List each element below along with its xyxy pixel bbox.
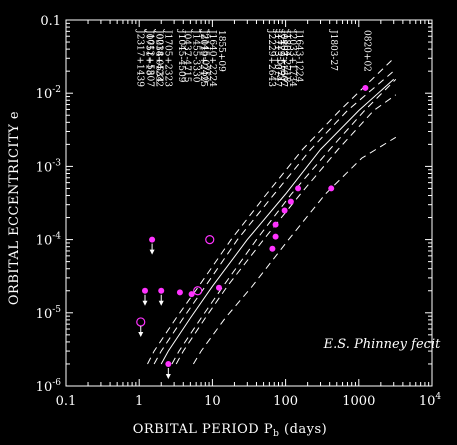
y-tick-label-exponent: -4 (52, 232, 61, 242)
data-point (141, 287, 148, 294)
data-point-open (136, 317, 146, 327)
data-point (176, 289, 183, 296)
y-tick-label: 0.1 (40, 14, 61, 29)
pulsar-name-label: J2019+2425 (198, 29, 208, 87)
x-tick-label: 1 (135, 394, 143, 409)
dashed-envelope-curve (192, 136, 397, 365)
dashed-envelope-curve (171, 78, 397, 365)
pulsar-name-label: J0437-4715 (181, 29, 191, 83)
plot-frame (65, 19, 433, 387)
data-point (287, 198, 294, 205)
y-tick-label: 10-4 (36, 232, 62, 249)
model-curves (147, 60, 397, 365)
y-tick-label-base: 10 (36, 234, 53, 249)
upper-limit-arrowhead (149, 249, 155, 255)
pulsar-name-label: J0034-0534 (154, 29, 164, 83)
pulsar-name-label: J1804-2718 (281, 29, 291, 83)
y-tick-label-exponent: -6 (52, 378, 61, 388)
data-point-open (193, 286, 203, 296)
pulsar-name-label: 0820+02 (362, 30, 372, 72)
data-point (215, 284, 222, 291)
data-point (165, 360, 172, 367)
x-tick-label-exponent: 4 (435, 392, 441, 402)
upper-limit-arrowhead (138, 331, 144, 337)
pulsar-name-label: J2229+2643 (266, 29, 276, 87)
x-tick-label-base: 10 (419, 394, 436, 409)
data-point (295, 185, 302, 192)
x-tick-label: 1000 (342, 394, 375, 409)
upper-limit-arrowhead (165, 373, 171, 379)
pulsar-name-label: J1713+0747 (272, 29, 282, 87)
pulsar-name-label: J0218+4232 (154, 29, 164, 87)
data-point (328, 185, 335, 192)
y-tick-label: 10-5 (36, 305, 62, 322)
y-tick-label-base: 10 (36, 307, 53, 322)
x-axis-title-suffix: (days) (279, 422, 327, 437)
y-tick-label-base: 10 (36, 380, 53, 395)
upper-limit-arrowhead (142, 300, 148, 306)
data-point (272, 233, 279, 240)
y-tick-label-base: 10 (36, 160, 53, 175)
pulsar-name-label: J1012+5307 (145, 29, 155, 87)
dashed-envelope-curve (175, 94, 397, 365)
axis-ticks (65, 20, 432, 387)
y-tick-label: 10-3 (36, 158, 62, 175)
y-tick-label-exponent: -2 (52, 85, 61, 95)
pulsar-name-label: J1643-1224 (293, 29, 303, 83)
pulsar-name-label: J2129-5721 (275, 29, 285, 82)
x-axis-title: ORBITAL PERIOD Pb (days) (133, 422, 328, 439)
pulsar-name-label: J1803-27 (328, 29, 338, 71)
y-tick-label-base: 10 (36, 87, 53, 102)
data-point (149, 236, 156, 243)
pulsar-name-label: J1455-3330 (190, 29, 200, 83)
data-points (136, 84, 369, 379)
data-point (269, 245, 276, 252)
pulsar-name-label: J0751+18 (144, 29, 154, 76)
x-axis-title-main: ORBITAL PERIOD P (133, 422, 273, 437)
data-point (158, 287, 165, 294)
data-point (362, 84, 369, 91)
x-axis-title-sub: b (273, 429, 279, 439)
pulsar-name-label: J2317+1439 (135, 29, 145, 87)
solid-model-curve (160, 78, 395, 365)
x-tick-label: 10 (204, 394, 221, 409)
data-point (188, 291, 195, 298)
dashed-envelope-curve (153, 71, 393, 365)
y-axis-title: ORBITAL ECCENTRICITY e (7, 111, 22, 305)
pulsar-name-label: J1045-4509 (176, 29, 186, 83)
pulsar-name-label: 1855+09 (216, 30, 226, 72)
y-tick-label-exponent: -3 (52, 158, 61, 168)
y-tick-label-exponent: -5 (52, 305, 61, 315)
pulsar-name-label: J2145-0750 (199, 29, 209, 83)
pulsar-name-label: J1705+2323 (163, 29, 173, 87)
pulsar-name-label: J0407+1607 (278, 29, 288, 87)
data-point (281, 207, 288, 214)
y-tick-label: 10-6 (36, 378, 62, 395)
data-point-open (205, 235, 215, 245)
data-point (272, 221, 279, 228)
pulsar-name-label: J1640+2224 (207, 29, 217, 87)
x-tick-label: 100 (273, 394, 298, 409)
x-tick-label: 0.1 (56, 394, 77, 409)
upper-limit-arrowhead (158, 300, 164, 306)
dashed-envelope-curve (147, 60, 392, 365)
y-tick-label: 10-2 (36, 85, 61, 102)
x-tick-label: 104 (419, 392, 442, 409)
credit-annotation: E.S. Phinney fecit (323, 337, 441, 352)
pulsar-name-label: J2033+1734 (287, 29, 297, 87)
